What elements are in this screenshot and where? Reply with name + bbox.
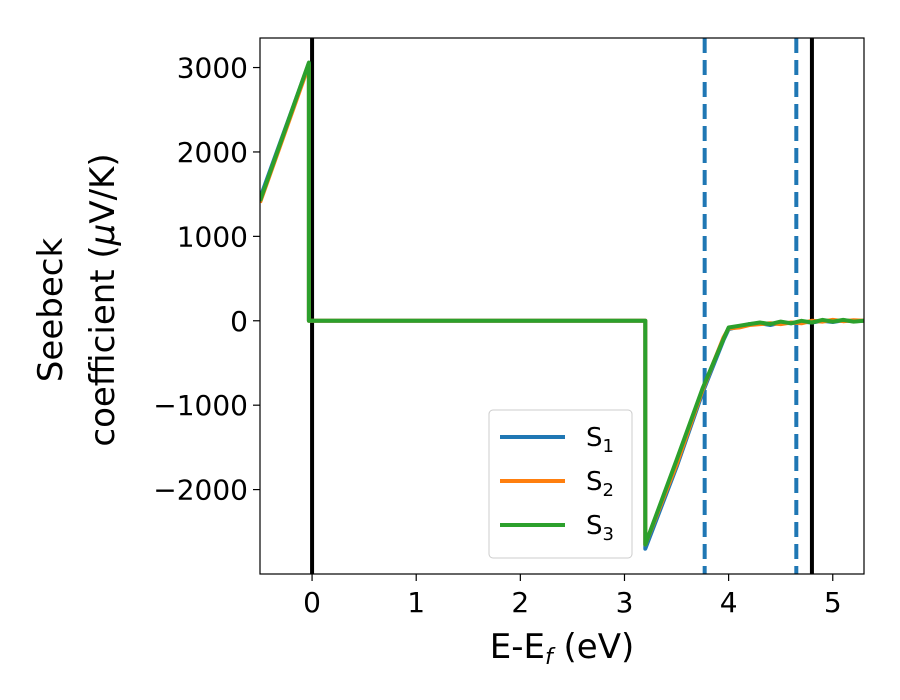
x-axis-title-sub: f bbox=[545, 645, 556, 670]
legend-label-3: S3 bbox=[586, 511, 614, 545]
x-axis-title-unit: (eV) bbox=[553, 627, 635, 667]
x-tick-label: 1 bbox=[407, 586, 425, 619]
series-lines bbox=[260, 60, 864, 551]
legend: S1 S2 S3 bbox=[488, 409, 633, 559]
series-line-3 bbox=[260, 60, 864, 547]
y-tick-label: 3000 bbox=[177, 52, 248, 85]
y-axis-title-mu: μ bbox=[83, 224, 123, 247]
x-tick-label: 3 bbox=[616, 586, 634, 619]
y-axis-title-unit: V/K) bbox=[83, 153, 123, 223]
legend-box bbox=[488, 409, 633, 559]
y-axis-title-coeff: coefficient ( bbox=[83, 245, 123, 446]
legend-label-2: S2 bbox=[586, 467, 614, 501]
y-tick-label: −1000 bbox=[153, 389, 248, 422]
x-tick-label: 2 bbox=[511, 586, 529, 619]
y-tick-label: 2000 bbox=[177, 136, 248, 169]
y-tick-label: −2000 bbox=[153, 474, 248, 507]
x-tick-label: 4 bbox=[720, 586, 738, 619]
reference-lines bbox=[310, 38, 814, 574]
x-axis-title-main: E-E bbox=[490, 627, 545, 667]
legend-label-1: S1 bbox=[586, 423, 614, 457]
x-axis: 0 1 2 3 4 5 bbox=[303, 574, 842, 619]
y-axis-title-line1: Seebeck bbox=[31, 238, 71, 383]
y-axis-title-line2: coefficient (μV/K) bbox=[83, 153, 123, 446]
plot-frame bbox=[259, 37, 865, 575]
y-tick-label: 0 bbox=[230, 305, 248, 338]
x-tick-label: 0 bbox=[303, 586, 321, 619]
y-tick-label: 1000 bbox=[177, 220, 248, 253]
y-axis: 3000 2000 1000 0 −1000 −2000 bbox=[153, 52, 260, 507]
x-tick-label: 5 bbox=[824, 586, 842, 619]
x-axis-title: E-Ef (eV) bbox=[490, 627, 635, 670]
